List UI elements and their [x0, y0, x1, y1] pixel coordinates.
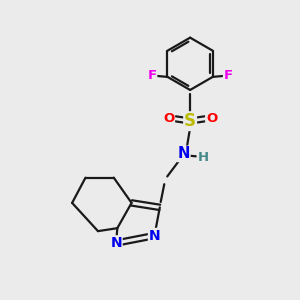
Text: F: F — [148, 69, 157, 82]
Text: N: N — [177, 146, 190, 161]
Text: O: O — [163, 112, 174, 125]
Text: O: O — [206, 112, 217, 125]
Text: N: N — [148, 229, 160, 243]
Text: F: F — [224, 69, 233, 82]
Text: S: S — [184, 112, 196, 130]
Text: H: H — [197, 151, 208, 164]
Text: N: N — [110, 236, 122, 250]
